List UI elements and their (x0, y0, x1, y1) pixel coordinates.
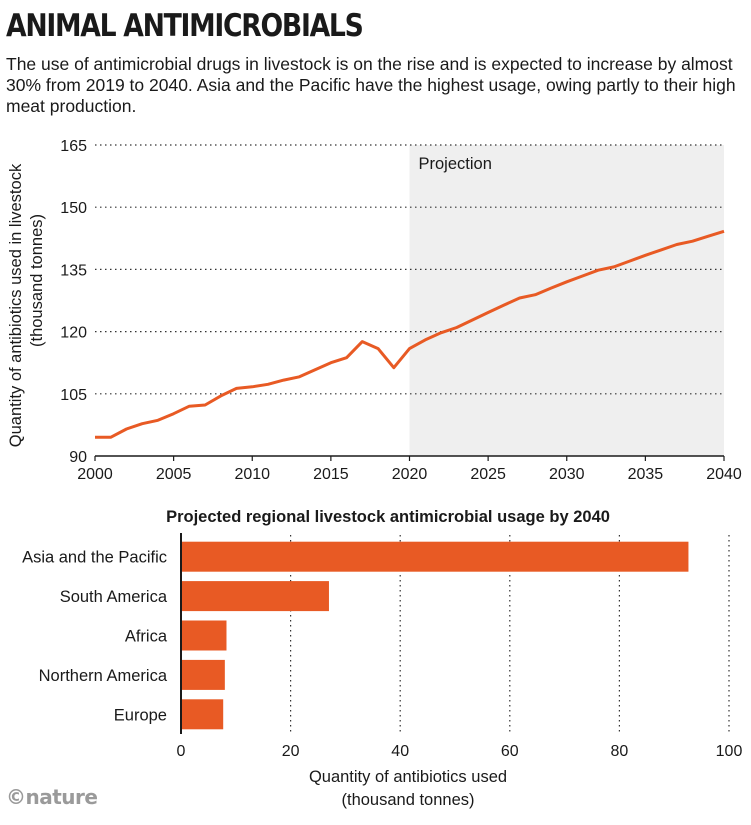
line-x-tick-marks (94, 456, 725, 461)
bar-x-axis-label: Quantity of antibiotics used (309, 768, 507, 786)
bar-x-tick-label-100: 100 (716, 743, 743, 760)
nature-logo: ©nature (6, 785, 98, 809)
x-tick-label-2025: 2025 (470, 466, 506, 483)
category-label-africa: Africa (125, 628, 168, 646)
x-tick-label-2010: 2010 (234, 466, 270, 483)
y-tick-label-135: 135 (60, 262, 87, 279)
line-y-axis-label: Quantity of antibiotics used in livestoc… (7, 163, 25, 447)
bar-category-labels: Asia and the Pacific South America Africa N… (22, 549, 168, 725)
page-subtitle: The use of antimicrobial drugs in livest… (6, 54, 736, 116)
bar-asia-and-the-pacific (181, 541, 689, 572)
bar-x-axis-label-units: (thousand tonnes) (341, 791, 474, 809)
bar-x-tick-label-60: 60 (501, 743, 519, 760)
bar-x-tick-label-20: 20 (282, 743, 300, 760)
page-title: ANIMAL ANTIMICROBIALS (6, 8, 364, 44)
line-y-tick-labels: 90 105 120 135 150 165 (60, 138, 87, 466)
x-tick-label-2005: 2005 (156, 466, 192, 483)
line-x-tick-labels: 2000 2005 2010 2015 2020 2025 2030 2035 2040 (77, 466, 742, 483)
x-tick-label-2000: 2000 (77, 466, 113, 483)
category-label-south-america: South America (60, 588, 168, 606)
bar-x-tick-label-80: 80 (611, 743, 629, 760)
y-tick-label-120: 120 (60, 325, 87, 342)
line-chart: Projection 90 105 120 135 150 165 2000 2005 201… (7, 138, 742, 483)
bar-x-tick-label-0: 0 (177, 743, 186, 760)
bar-northern-america (181, 659, 225, 690)
y-tick-label-105: 105 (60, 387, 87, 404)
bar-chart: Projected regional livestock antimicrobi… (22, 508, 742, 809)
bar-x-gridlines (290, 535, 730, 734)
y-tick-label-150: 150 (60, 200, 87, 217)
x-tick-label-2030: 2030 (549, 466, 585, 483)
category-label-asia-and-the-pacific: Asia and the Pacific (22, 549, 167, 567)
projection-region (409, 145, 724, 456)
bar-x-tick-labels: 0 20 40 60 80 100 (177, 743, 743, 760)
x-tick-label-2035: 2035 (628, 466, 664, 483)
x-tick-label-2020: 2020 (392, 466, 428, 483)
bar-europe (181, 699, 224, 730)
category-label-northern-america: Northern America (39, 667, 168, 685)
category-label-europe: Europe (114, 706, 167, 724)
x-tick-label-2040: 2040 (706, 466, 742, 483)
y-tick-label-90: 90 (69, 449, 87, 466)
line-y-axis-label-units: (thousand tonnes) (28, 214, 46, 347)
bar-south-america (181, 581, 329, 612)
bar-bars (181, 541, 689, 730)
bar-africa (181, 620, 227, 651)
bar-chart-title: Projected regional livestock antimicrobi… (166, 508, 610, 526)
x-tick-label-2015: 2015 (313, 466, 349, 483)
bar-x-tick-label-40: 40 (391, 743, 409, 760)
projection-label: Projection (419, 155, 492, 173)
series-line (95, 229, 725, 439)
y-tick-label-165: 165 (60, 138, 87, 155)
